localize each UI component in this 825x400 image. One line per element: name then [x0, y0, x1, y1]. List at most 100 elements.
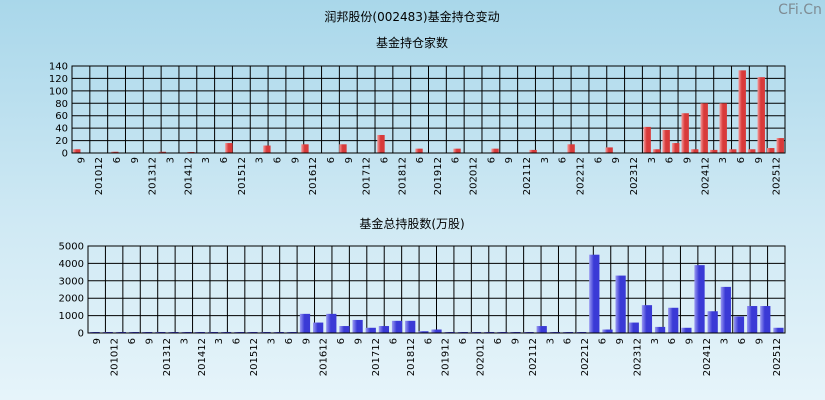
x-tick-label: 6 [326, 157, 337, 163]
y-tick-label: 80 [55, 99, 68, 110]
x-tick-label: 6 [737, 338, 748, 344]
x-tick-label: 3 [255, 157, 266, 163]
x-tick-label: 3 [540, 157, 551, 163]
bar-shares-42 [641, 305, 653, 333]
bar-count-36 [415, 148, 423, 153]
x-tick-label: 6 [284, 338, 295, 344]
x-tick-label: 201312 [148, 157, 159, 195]
x-tick-label: 9 [611, 157, 622, 163]
bar-count-4 [111, 151, 119, 153]
bar-count-70 [738, 70, 746, 153]
bar-count-52 [567, 144, 575, 153]
x-tick-label: 6 [598, 338, 609, 344]
plot-frame [71, 65, 786, 154]
bar-count-9 [158, 151, 167, 153]
x-tick-label: 9 [76, 157, 87, 163]
bar-count-40 [453, 148, 461, 153]
y-tick-label: 5000 [59, 242, 84, 253]
x-tick-label: 9 [301, 338, 312, 344]
y-tick-label: 2000 [59, 294, 84, 305]
x-tick-label: 6 [593, 157, 604, 163]
bar-shares-44 [668, 307, 679, 333]
y-tick-label: 0 [62, 149, 68, 160]
x-tick-label: 6 [388, 338, 399, 344]
x-tick-label: 9 [510, 338, 521, 344]
bar-count-64 [681, 113, 689, 153]
x-tick-label: 201812 [406, 338, 417, 376]
plot-frame [87, 245, 786, 334]
x-tick-label: 6 [219, 157, 230, 163]
bar-shares-17 [313, 322, 324, 333]
x-tick-label: 201312 [162, 338, 173, 376]
bar-shares-20 [352, 319, 363, 333]
x-tick-label: 201412 [197, 338, 208, 376]
bar-shares-22 [378, 326, 390, 333]
x-tick-label: 201612 [308, 157, 319, 195]
bar-shares-51 [760, 306, 771, 333]
x-tick-label: 9 [344, 157, 355, 163]
x-tick-label: 9 [754, 338, 765, 344]
chart-title-fund-count: 基金持仓家数 [376, 35, 448, 50]
x-tick-label: 6 [127, 338, 138, 344]
x-tick-label: 202012 [469, 157, 480, 195]
page-title: 润邦股份(002483)基金持仓变动 [324, 9, 499, 24]
bar-count-44 [491, 148, 499, 153]
y-tick-label: 60 [55, 111, 68, 122]
y-tick-label: 100 [49, 86, 68, 97]
x-tick-label: 201712 [371, 338, 382, 376]
bar-shares-39 [602, 329, 613, 333]
x-tick-label: 6 [451, 157, 462, 163]
x-tick-label: 3 [201, 157, 212, 163]
x-tick-label: 6 [486, 157, 497, 163]
bar-shares-23 [391, 320, 403, 333]
x-tick-label: 6 [415, 157, 426, 163]
bar-count-62 [662, 130, 670, 153]
x-tick-label: 6 [493, 338, 504, 344]
y-tick-label: 4000 [59, 259, 84, 270]
x-tick-label: 201812 [397, 157, 408, 195]
x-tick-label: 3 [166, 157, 177, 163]
bar-shares-25 [418, 331, 429, 333]
x-tick-label: 202212 [580, 338, 591, 376]
x-tick-label: 3 [545, 338, 556, 344]
bar-shares-24 [405, 320, 416, 333]
x-tick-label: 202212 [576, 157, 587, 195]
bar-count-0 [73, 149, 81, 153]
bar-count-48 [529, 149, 537, 153]
x-tick-label: 6 [736, 157, 747, 163]
x-tick-label: 9 [290, 157, 301, 163]
bar-shares-38 [589, 254, 600, 333]
x-tick-label: 9 [754, 157, 765, 163]
bar-count-67 [709, 149, 718, 153]
bar-shares-46 [694, 265, 705, 333]
x-tick-label: 3 [266, 338, 277, 344]
bar-shares-52 [773, 327, 784, 333]
x-tick-label: 202512 [772, 338, 783, 376]
y-tick-label: 3000 [59, 276, 84, 287]
x-tick-label: 202412 [700, 157, 711, 195]
fund-shares-chart: 基金总持股数(万股) 0 1000 2000 3000 4000 5000 9 201012 6… [59, 216, 786, 376]
bar-shares-34 [536, 326, 547, 333]
x-tick-label: 9 [504, 157, 515, 163]
x-tick-label: 6 [232, 338, 243, 344]
bar-count-16 [225, 143, 233, 153]
x-tick-label: 202512 [772, 157, 783, 195]
x-tick-label: 201912 [433, 157, 444, 195]
bar-count-71 [748, 149, 756, 153]
x-tick-label: 201012 [110, 338, 121, 376]
x-tick-label: 3 [214, 338, 225, 344]
bar-shares-18 [326, 313, 337, 333]
bar-count-61 [652, 149, 661, 153]
x-tick-label: 6 [563, 338, 574, 344]
y-tick-label: 0 [78, 329, 84, 340]
bar-count-68 [719, 103, 727, 153]
bar-shares-50 [746, 306, 758, 333]
x-tick-label: 202312 [632, 338, 643, 376]
x-tick-label: 6 [665, 157, 676, 163]
bar-count-20 [263, 145, 271, 153]
bar-shares-26 [431, 329, 442, 333]
bar-shares-16 [299, 313, 311, 333]
x-tick-label: 9 [682, 157, 693, 163]
x-tick-label: 201612 [319, 338, 330, 376]
